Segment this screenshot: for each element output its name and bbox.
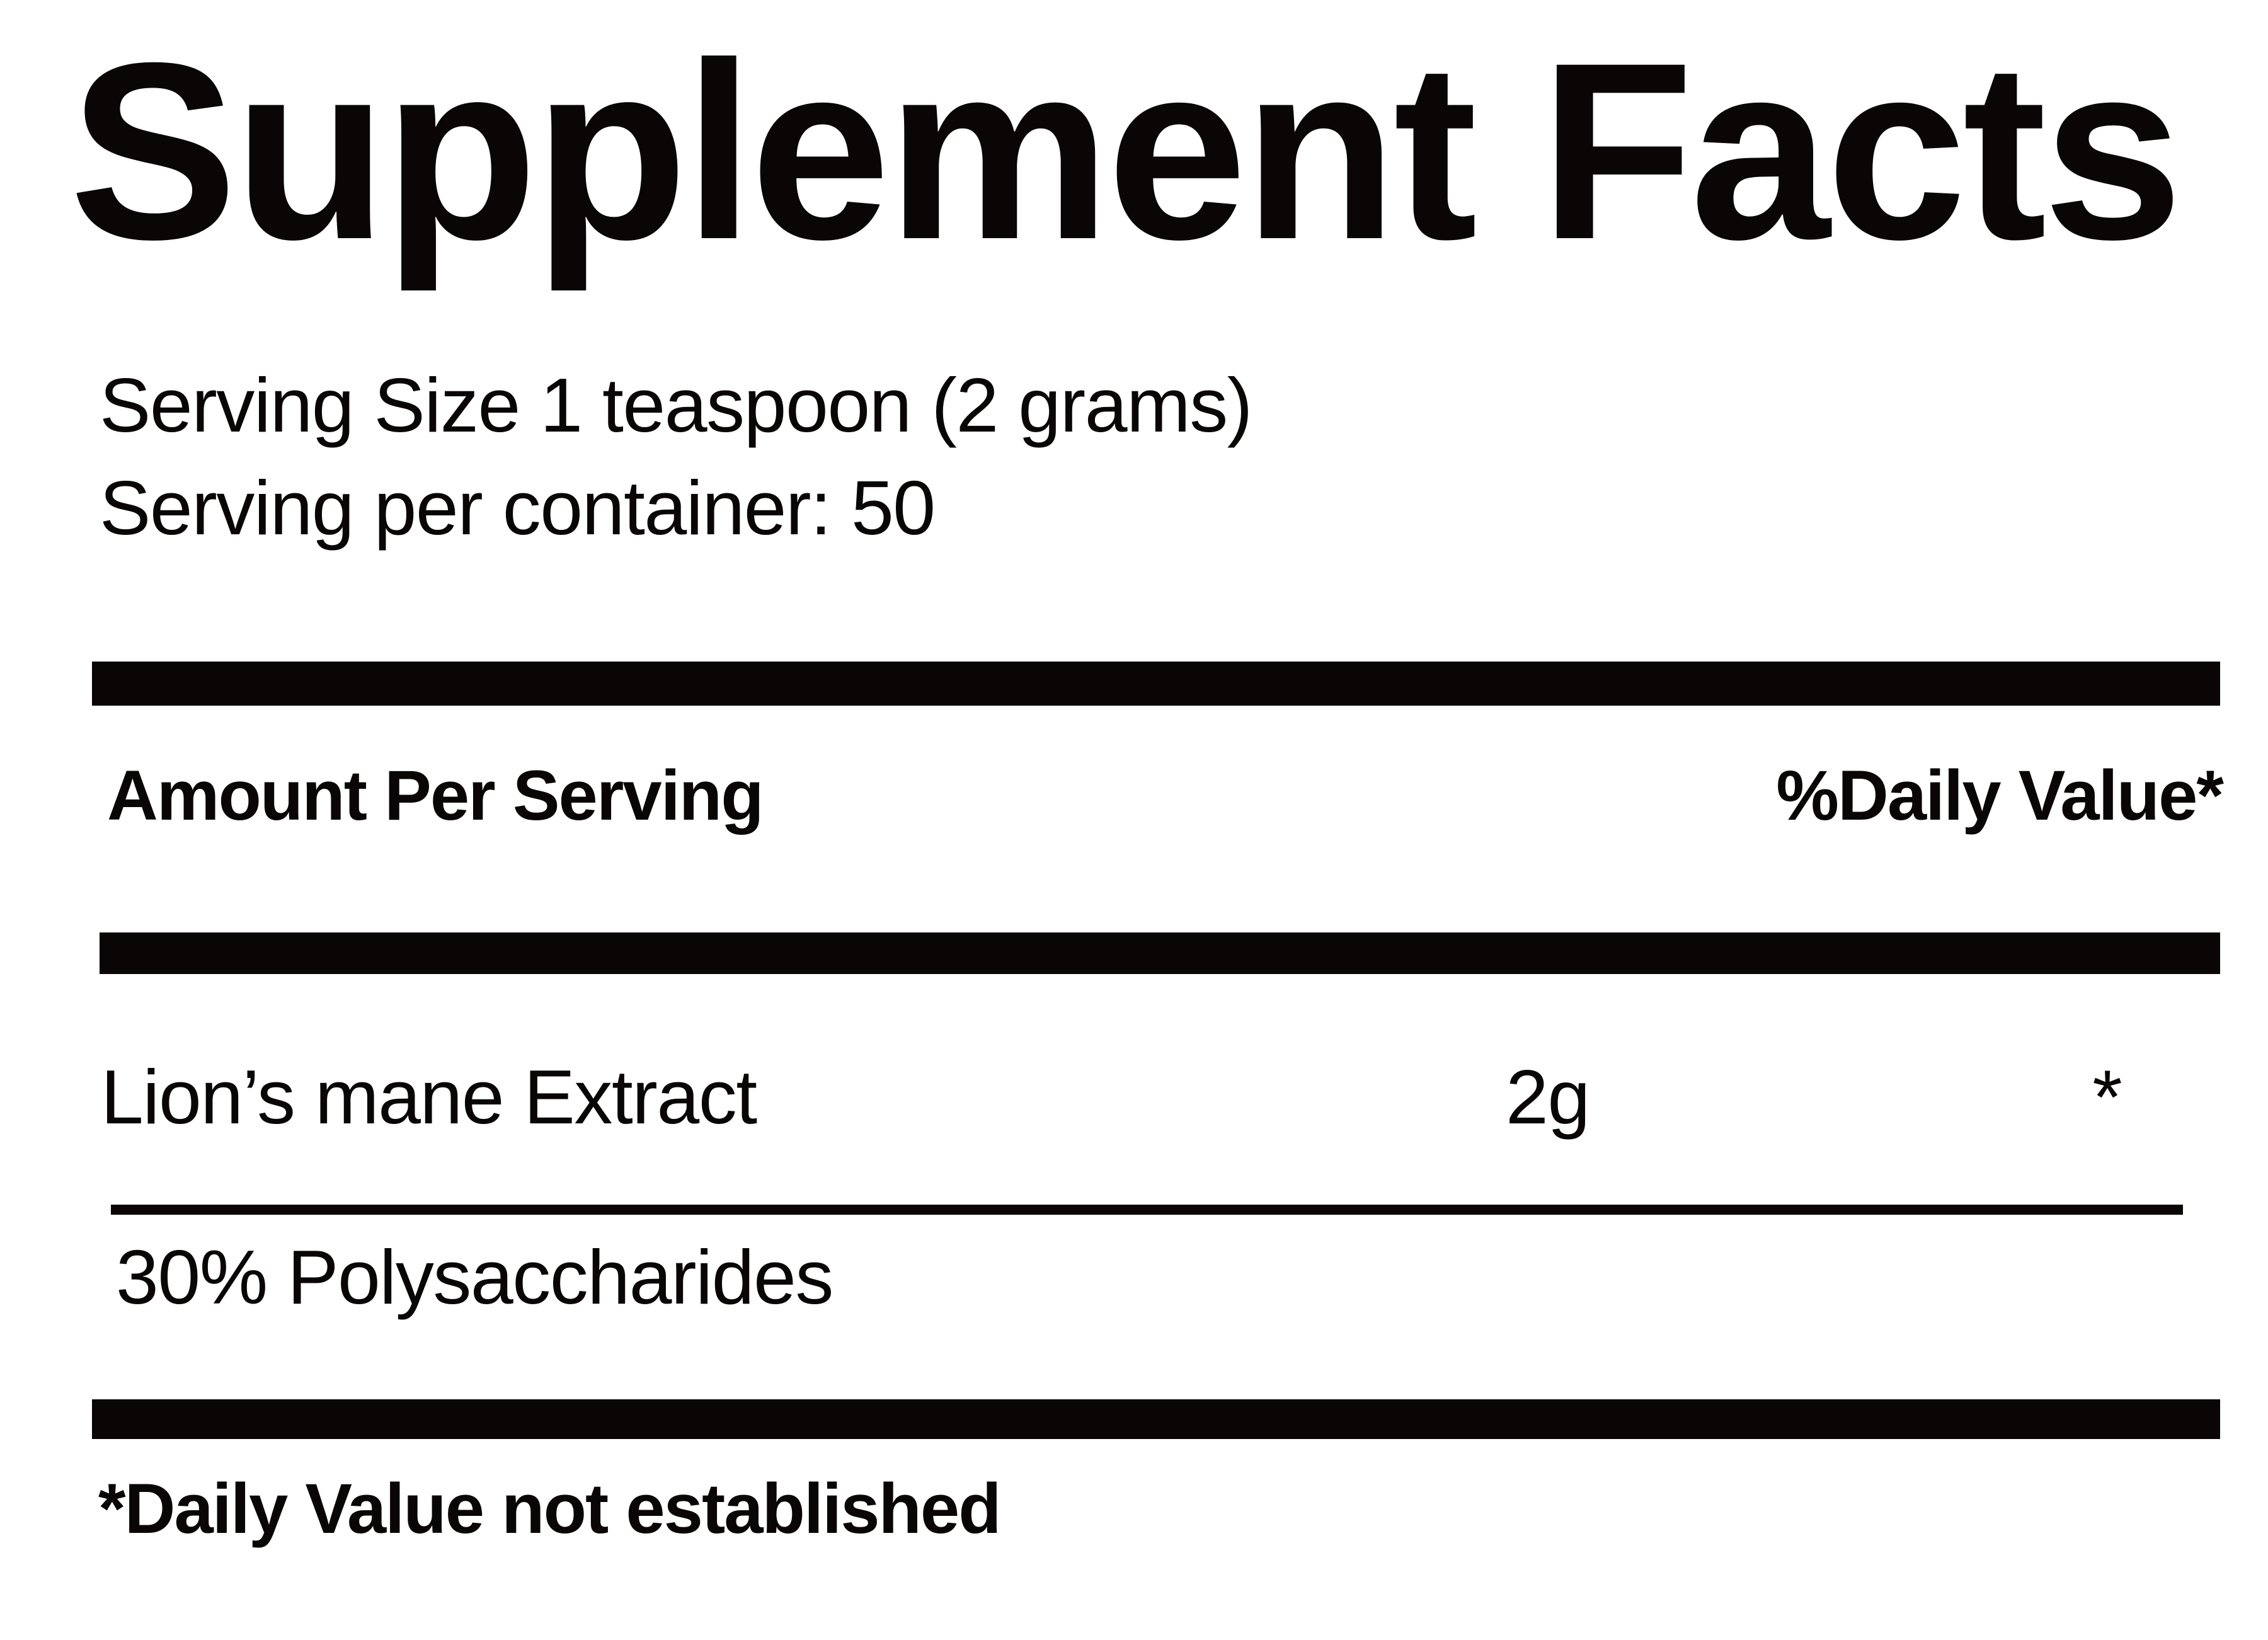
- divider-thick-top: [92, 662, 2220, 706]
- amount-per-serving-header: Amount Per Serving: [107, 756, 764, 835]
- daily-value-header: %Daily Value*: [1776, 756, 2224, 835]
- table-row-sub: 30% Polysaccharides: [116, 1231, 2195, 1323]
- ingredient-amount: 2g: [1506, 1054, 1590, 1140]
- table-row: Lion’s mane Extract 2g *: [101, 1051, 2199, 1177]
- serving-size-line: Serving Size 1 teaspoon (2 grams): [100, 362, 1252, 448]
- divider-thick-header: [100, 932, 2220, 974]
- divider-thick-bottom: [92, 1399, 2220, 1439]
- table-column-header-row: Amount Per Serving %Daily Value*: [107, 754, 2224, 854]
- daily-value-footnote: *Daily Value not established: [98, 1469, 1002, 1548]
- page-title: Supplement Facts: [69, 10, 2183, 292]
- ingredient-name: Lion’s mane Extract: [101, 1054, 757, 1140]
- serving-info-block: Serving Size 1 teaspoon (2 grams) Servin…: [100, 354, 1990, 560]
- ingredient-daily-value: *: [2092, 1054, 2122, 1140]
- divider-thin-ingredient: [111, 1205, 2183, 1215]
- sub-ingredient-name: 30% Polysaccharides: [116, 1234, 833, 1320]
- servings-per-container-line: Serving per container: 50: [100, 465, 936, 551]
